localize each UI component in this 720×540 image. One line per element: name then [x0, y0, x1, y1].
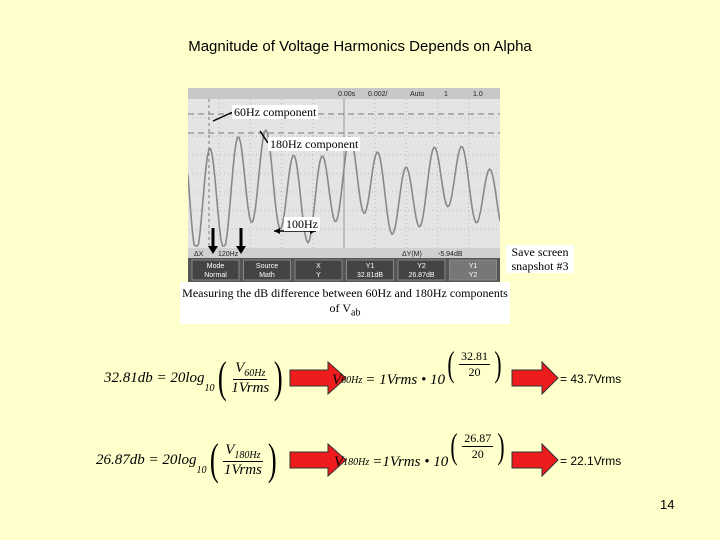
softkey-label: Y	[316, 272, 321, 279]
red-arrow	[511, 360, 559, 396]
waveform	[188, 128, 500, 247]
softkey-label: Math	[259, 272, 275, 279]
scope-readout-bar	[188, 248, 500, 258]
denominator: 20	[471, 446, 484, 461]
annotation-arrow	[212, 111, 234, 122]
softkey-label: Normal	[204, 272, 227, 279]
equation-text: = 1Vrms • 10	[365, 371, 445, 388]
softkey	[346, 259, 394, 281]
symbol: V	[334, 453, 344, 470]
marker-arrow-head	[208, 246, 218, 254]
scope-status: 0.002/	[368, 91, 388, 98]
exponent: (26.87 20)	[448, 428, 507, 464]
softkey	[294, 259, 343, 281]
numerator: 26.87	[462, 430, 494, 447]
softkey-label: Y1	[366, 263, 375, 270]
scope-status: 1.0	[473, 91, 483, 98]
symbol: V	[235, 359, 245, 376]
scope-top-bar	[188, 88, 500, 99]
annotation: 100Hz	[284, 217, 320, 231]
softkey-label: X	[316, 263, 321, 270]
result: = 43.7Vrms	[560, 372, 622, 386]
softkey	[191, 259, 240, 281]
denominator: 1Vrms	[223, 461, 262, 478]
softkey-label: 32.81dB	[357, 272, 383, 279]
symbol: V	[225, 441, 235, 458]
paren: (	[450, 426, 458, 466]
annotation-arrow	[259, 130, 269, 144]
log-base: 10	[196, 465, 207, 476]
softkey	[397, 259, 446, 281]
numerator: 32.81	[458, 348, 490, 365]
softkey-label: Y1	[469, 263, 478, 270]
paren: (	[209, 435, 219, 484]
scope-readout: 120Hz	[218, 251, 239, 258]
softkey-label: Source	[256, 263, 278, 270]
softkey	[449, 259, 497, 281]
paren: )	[267, 435, 277, 484]
equation-left: 32.81db = 20log 10(V60Hz 1Vrms)	[104, 356, 286, 400]
equation-left: 26.87db = 20log 10(V180Hz 1Vrms)	[96, 438, 279, 482]
fraction: V60Hz 1Vrms	[231, 360, 269, 397]
scope-readout: ΔY(M)	[402, 251, 422, 258]
caption-box: Measuring the dB difference between 60Hz…	[180, 282, 510, 324]
marker-arrow-head	[236, 246, 246, 254]
caption-subscript: ab	[351, 307, 361, 319]
fraction: V180Hz 1Vrms	[223, 441, 263, 479]
annotation: 180Hz component	[268, 137, 361, 151]
scope-status: 0.00s	[338, 91, 356, 98]
scope-softkey-bar	[188, 258, 500, 282]
denominator: 20	[468, 364, 481, 379]
caption: Measuring the dB difference between 60Hz…	[182, 286, 508, 315]
red-arrow	[511, 442, 559, 478]
symbol: V	[332, 371, 342, 388]
scope-readout: ΔX	[194, 251, 204, 258]
exponent: (32.81 20)	[445, 346, 504, 382]
softkeys: Mode Normal Source Math XY Y1 32.81dB Y2 26.87dB…	[191, 259, 497, 281]
equation-text: 26.87db = 20log	[96, 451, 197, 468]
fraction: 26.87 20	[462, 430, 494, 462]
denominator: 1Vrms	[231, 379, 270, 396]
paren: )	[494, 344, 502, 384]
log-base: 10	[204, 383, 215, 394]
page-number: 14	[660, 497, 675, 512]
annotation: 60Hz component	[232, 105, 319, 119]
scope-readout: -5.94dB	[438, 251, 463, 258]
oscilloscope-screenshot: Mode Normal Source Math XY Y1 32.81dB Y2 26.87dB…	[188, 88, 500, 282]
softkey-label: Mode	[207, 263, 225, 270]
equation-right: V 60Hz = 1Vrms • 10(32.81 20)	[332, 346, 504, 402]
softkey-label: 26.87dB	[408, 272, 434, 279]
subscript: 180Hz	[343, 456, 370, 468]
scope-status: 1	[444, 91, 448, 98]
equation-text: =1Vrms • 10	[372, 453, 449, 470]
result: = 22.1Vrms	[560, 454, 622, 468]
equation-text: 32.81db = 20log	[104, 369, 205, 386]
scope-status: Auto	[410, 91, 425, 98]
numerator: V60Hz	[233, 359, 268, 380]
softkey-label: Y2	[469, 272, 478, 279]
paren: (	[217, 353, 227, 402]
subscript: 60Hz	[341, 374, 363, 386]
slide-title: Magnitude of Voltage Harmonics Depends o…	[188, 38, 532, 55]
annotation: Save screen snapshot #3	[506, 245, 574, 273]
paren: (	[447, 344, 455, 384]
fraction: 32.81 20	[458, 348, 490, 380]
softkey	[243, 259, 291, 281]
numerator: V180Hz	[223, 441, 263, 462]
subscript: 60Hz	[244, 367, 266, 379]
paren: )	[497, 426, 505, 466]
equation-right: V 180Hz =1Vrms • 10(26.87 20)	[334, 428, 507, 484]
paren: )	[274, 353, 283, 402]
softkey-label: Y2	[417, 263, 426, 270]
subscript: 180Hz	[234, 449, 261, 461]
